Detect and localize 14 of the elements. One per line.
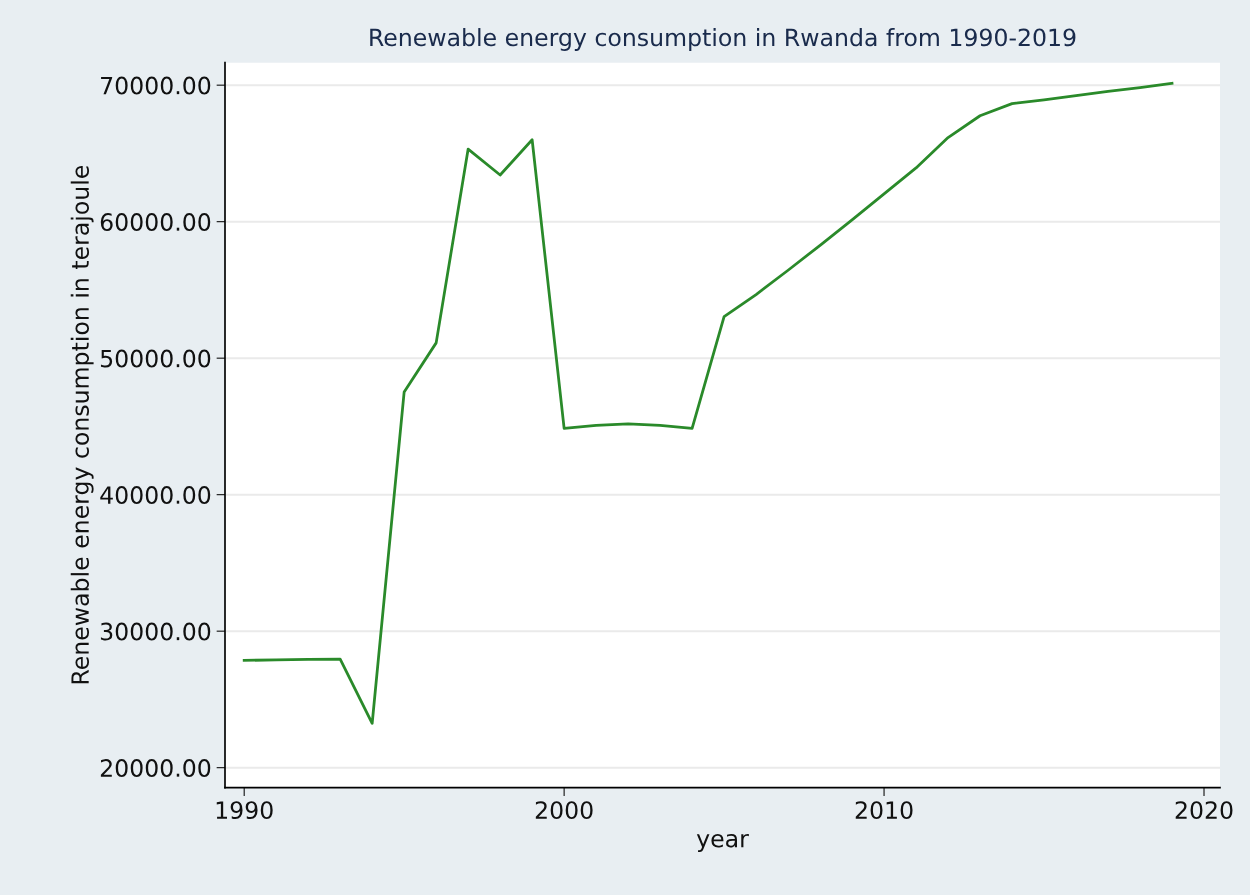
y-tick-label: 70000.00 bbox=[101, 76, 211, 95]
y-tick-label: 40000.00 bbox=[100, 486, 211, 504]
x-tick-label: 2010 bbox=[855, 801, 913, 820]
y-axis-title: Renewable energy consumption in terajoule bbox=[70, 165, 94, 684]
y-tick-label: 60000.00 bbox=[100, 213, 211, 231]
line-series bbox=[242, 82, 1174, 725]
x-axis-title: year bbox=[696, 833, 749, 853]
chart-title: Renewable energy consumption in Rwanda from 1990-2019 bbox=[370, 28, 1076, 51]
x-tick-label: 2020 bbox=[1175, 801, 1233, 820]
y-tick-label: 50000.00 bbox=[100, 349, 211, 368]
x-tick-label: 1990 bbox=[216, 801, 273, 820]
x-tick-label: 2000 bbox=[535, 801, 593, 820]
y-tick-label: 30000.00 bbox=[100, 622, 211, 641]
y-tick-label: 20000.00 bbox=[100, 759, 211, 777]
